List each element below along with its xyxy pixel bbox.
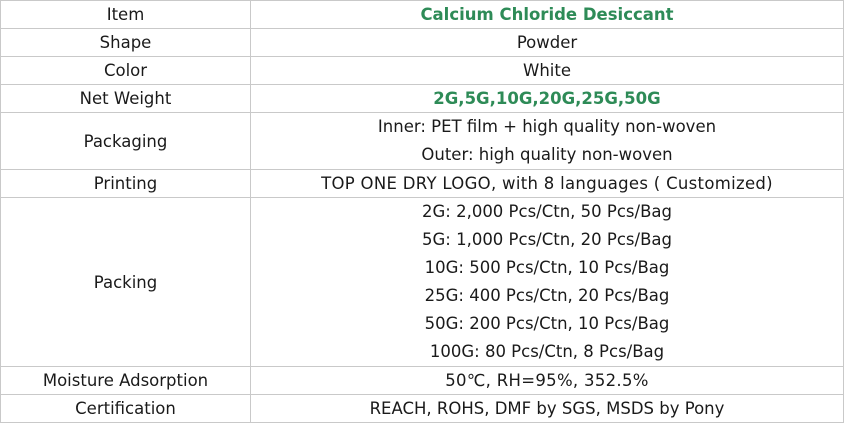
packing-line: 10G: 500 Pcs/Ctn, 10 Pcs/Bag [424,258,670,277]
packaging-value: Inner: PET film + high quality non-woven… [250,112,844,170]
row-label: Certification [0,394,251,423]
printing-value: TOP ONE DRY LOGO, with 8 languages ( Cus… [250,169,844,198]
row-label: Moisture Adsorption [0,366,251,395]
table-row-packaging: Packaging Inner: PET film + high quality… [0,112,844,170]
row-label: Shape [0,28,251,57]
packaging-outer: Outer: high quality non-woven [421,145,673,164]
row-label: Item [0,0,251,29]
packing-line: 100G: 80 Pcs/Ctn, 8 Pcs/Bag [429,342,665,361]
row-label: Net Weight [0,84,251,113]
table-row-color: Color White [0,56,844,85]
packaging-inner: Inner: PET film + high quality non-woven [377,117,717,136]
table-row-certification: Certification REACH, ROHS, DMF by SGS, M… [0,394,844,423]
row-label: Printing [0,169,251,198]
moisture-adsorption-value: 50℃, RH=95%, 352.5% [250,366,844,395]
table-row-packing: Packing 2G: 2,000 Pcs/Ctn, 50 Pcs/Bag 5G… [0,197,844,367]
packing-value: 2G: 2,000 Pcs/Ctn, 50 Pcs/Bag 5G: 1,000 … [250,197,844,367]
packing-line: 25G: 400 Pcs/Ctn, 20 Pcs/Bag [424,286,670,305]
table-row-item: Item Calcium Chloride Desiccant [0,0,844,29]
table-row-printing: Printing TOP ONE DRY LOGO, with 8 langua… [0,169,844,198]
net-weight-value: 2G,5G,10G,20G,25G,50G [250,84,844,113]
row-label: Color [0,56,251,85]
row-label: Packaging [0,112,251,170]
table-row-shape: Shape Powder [0,28,844,57]
row-label: Packing [0,197,251,367]
color-value: White [250,56,844,85]
packing-line: 2G: 2,000 Pcs/Ctn, 50 Pcs/Bag [421,202,672,221]
packing-line: 50G: 200 Pcs/Ctn, 10 Pcs/Bag [424,314,670,333]
table-row-moisture-adsorption: Moisture Adsorption 50℃, RH=95%, 352.5% [0,366,844,395]
shape-value: Powder [250,28,844,57]
product-name: Calcium Chloride Desiccant [250,0,844,29]
certification-value: REACH, ROHS, DMF by SGS, MSDS by Pony [250,394,844,423]
packing-line: 5G: 1,000 Pcs/Ctn, 20 Pcs/Bag [421,230,672,249]
table-row-net-weight: Net Weight 2G,5G,10G,20G,25G,50G [0,84,844,113]
